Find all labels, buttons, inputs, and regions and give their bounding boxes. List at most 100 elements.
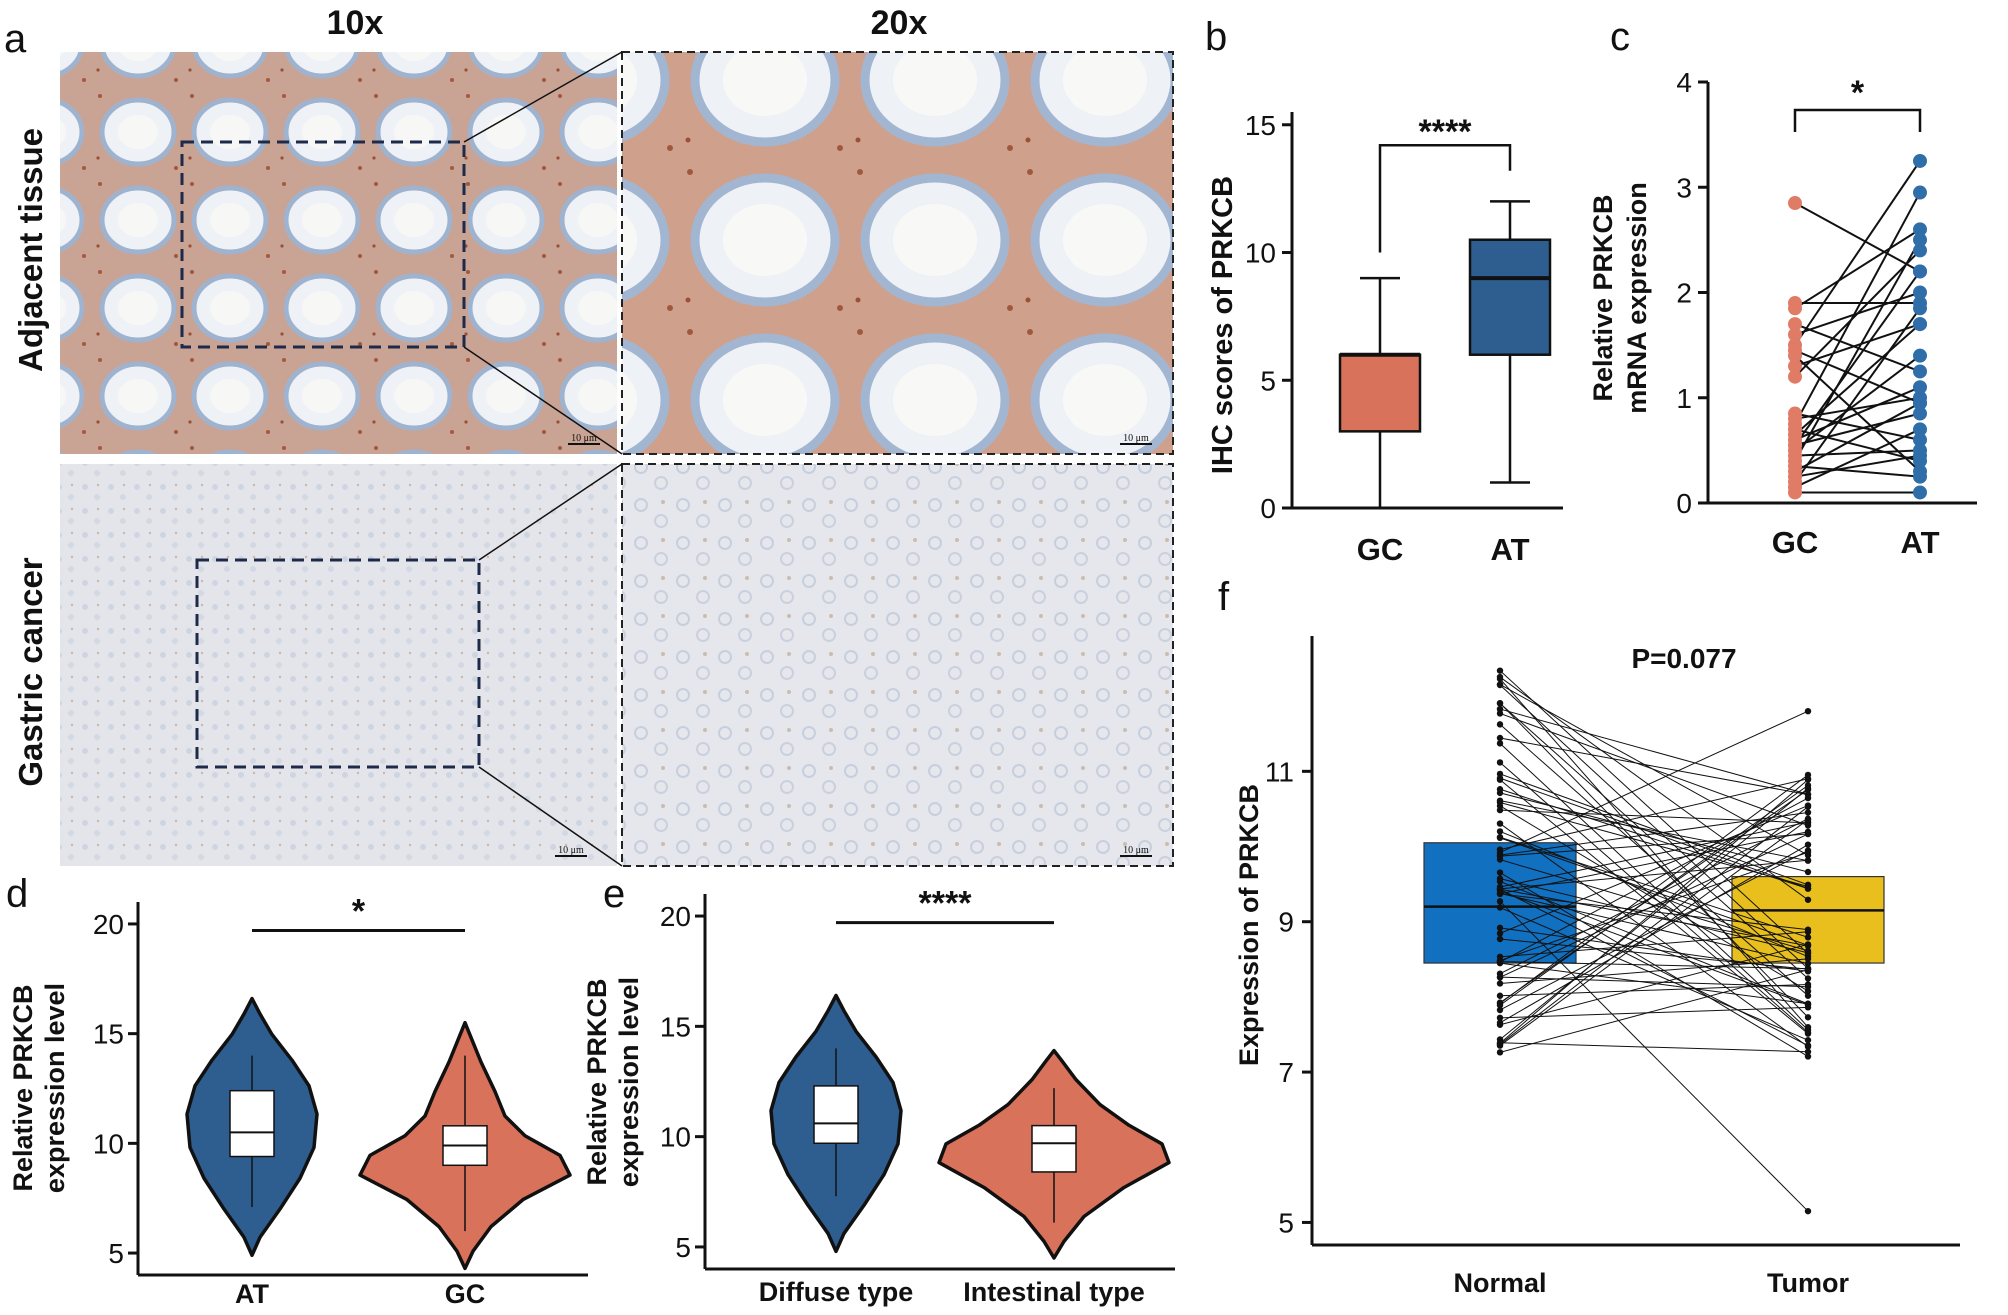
data-point-at	[1913, 364, 1927, 379]
data-point-normal	[1496, 740, 1504, 747]
data-point-normal	[1496, 774, 1504, 782]
data-point-tumor	[1804, 830, 1812, 838]
y-tick-label: 0	[1676, 488, 1692, 519]
data-point-normal	[1496, 890, 1504, 897]
pair-line	[1499, 778, 1809, 851]
x-tick-label: Intestinal type	[963, 1277, 1145, 1307]
data-point-normal	[1496, 797, 1504, 804]
pair-line	[1499, 797, 1809, 963]
data-point-gc	[1788, 317, 1802, 332]
pair-line	[1499, 844, 1809, 1024]
significance-label: ****	[1419, 113, 1473, 151]
data-point-tumor	[1804, 965, 1812, 972]
pair-line	[1499, 850, 1809, 1011]
data-point-tumor	[1804, 1043, 1812, 1050]
pair-line	[1794, 412, 1921, 441]
pair-line	[1499, 833, 1809, 857]
y-tick-label: 20	[93, 909, 124, 940]
pair-line	[1794, 354, 1921, 452]
box	[813, 1085, 859, 1145]
significance-label: *	[352, 893, 366, 931]
x-tick-label: Diffuse type	[759, 1277, 914, 1307]
pair-line	[1499, 962, 1809, 1005]
row-label-gastric: Gastric cancer	[12, 557, 49, 786]
panel-b: b IHC scores of PRKCB 0 5 10 15 GC AT ****	[1205, 15, 1563, 567]
pair-line	[1499, 819, 1809, 1046]
data-point-normal	[1496, 875, 1504, 882]
panel-d: d Relative PRKCB expression level 5 10 15 2…	[6, 872, 588, 1309]
data-point-tumor	[1804, 1000, 1812, 1007]
panel-b-label: b	[1205, 15, 1227, 59]
panel-f-ylabel: Expression of PRKCB	[1234, 784, 1264, 1066]
pair-line	[1499, 983, 1809, 997]
data-point-tumor	[1804, 955, 1812, 963]
y-tick-label: 9	[1278, 907, 1294, 938]
panel-d-ylabel-line2: expression level	[40, 983, 70, 1193]
data-point-normal	[1496, 930, 1504, 937]
data-point-normal	[1496, 1006, 1504, 1014]
x-tick-label: GC	[1357, 532, 1404, 567]
data-point-gc	[1788, 369, 1802, 384]
zoom-line	[463, 346, 623, 455]
y-tick-label: 11	[1265, 756, 1294, 787]
pair-line	[1499, 809, 1809, 824]
data-point-tumor	[1804, 942, 1812, 949]
data-point-at	[1913, 317, 1927, 332]
data-point-normal	[1496, 1014, 1504, 1022]
pair-line	[1499, 676, 1809, 901]
y-tick-label: 20	[660, 901, 691, 932]
pair-line	[1499, 892, 1809, 965]
data-point-tumor	[1804, 1048, 1812, 1055]
pair-line	[1499, 1042, 1809, 1053]
data-point-tumor	[1804, 802, 1812, 809]
panel-a-label: a	[4, 17, 27, 61]
data-point-at	[1913, 432, 1927, 447]
significance-label: *	[1851, 74, 1865, 112]
data-point-tumor	[1804, 776, 1812, 783]
x-tick-label: GC	[1772, 525, 1819, 560]
data-point-normal	[1496, 1019, 1504, 1026]
y-tick-label: 5	[108, 1238, 124, 1269]
panel-e-ylabel-line1: Relative PRKCB	[582, 978, 612, 1185]
scale-bar-label: 10 μm	[571, 433, 597, 444]
y-tick-label: 5	[675, 1232, 691, 1263]
data-point-tumor	[1804, 981, 1812, 988]
y-tick-label: 10	[660, 1122, 691, 1153]
data-point-normal	[1496, 786, 1504, 793]
pair-line	[1794, 428, 1921, 489]
data-point-gc	[1788, 196, 1802, 211]
data-point-at	[1913, 285, 1927, 300]
data-point-normal	[1496, 846, 1504, 853]
pair-line	[1499, 710, 1809, 853]
data-point-normal	[1496, 856, 1504, 863]
data-point-normal	[1496, 820, 1504, 827]
panel-c: c Relative PRKCB mRNA expression 0 1 2 3 4 GC…	[1588, 15, 1977, 560]
pair-line	[1499, 800, 1809, 862]
data-point-normal	[1496, 885, 1504, 893]
pair-line	[1499, 859, 1809, 952]
box-at	[1468, 238, 1552, 356]
data-point-normal	[1496, 673, 1504, 681]
data-point-gc	[1788, 327, 1802, 342]
pair-line	[1499, 823, 1809, 1048]
pair-line	[1499, 938, 1809, 970]
pair-line	[1499, 969, 1809, 1053]
data-point-at	[1913, 232, 1927, 247]
pair-line	[1499, 788, 1809, 890]
scale-bar-label: 10 μm	[1123, 845, 1149, 856]
y-tick-label: 15	[1245, 110, 1276, 141]
panel-c-label: c	[1610, 15, 1630, 59]
pair-line	[1794, 192, 1921, 425]
data-point-normal	[1496, 992, 1504, 999]
pair-line	[1794, 412, 1921, 447]
pair-line	[1794, 249, 1921, 378]
pair-line	[1794, 402, 1921, 473]
data-point-normal	[1496, 851, 1504, 859]
pair-line	[1499, 784, 1809, 1006]
data-point-at	[1913, 422, 1927, 437]
pair-line	[1794, 307, 1921, 483]
zoom-line	[478, 766, 623, 867]
panel-c-ylabel-line1: Relative PRKCB	[1588, 194, 1618, 401]
box-gc	[1338, 353, 1422, 433]
scale-bar-label: 10 μm	[558, 845, 584, 856]
